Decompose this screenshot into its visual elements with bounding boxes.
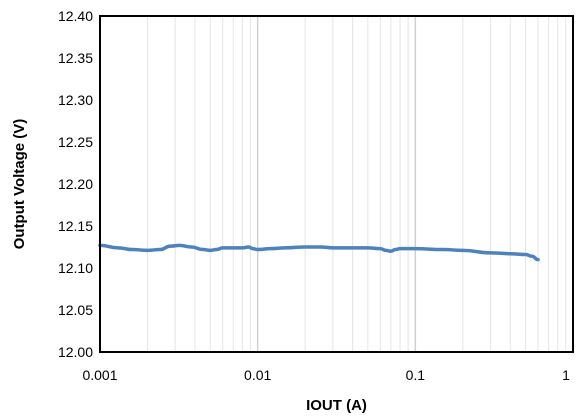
y-axis-title: Output Voltage (V) — [11, 119, 28, 250]
y-tick-label: 12.35 — [58, 50, 93, 66]
x-tick-label: 0.001 — [82, 367, 117, 383]
y-tick-label: 12.20 — [58, 176, 93, 192]
y-tick-label: 12.10 — [58, 260, 93, 276]
y-tick-label: 12.30 — [58, 92, 93, 108]
tick-labels: 12.00 12.05 12.10 12.15 12.20 12.25 12.30 12.35… — [58, 8, 570, 383]
series-layer — [98, 243, 540, 262]
y-tick-label: 12.05 — [58, 302, 93, 318]
plot-frame — [99, 15, 574, 353]
y-tick-label: 12.25 — [58, 134, 93, 150]
y-tick-label: 12.40 — [58, 8, 93, 24]
grid-lines — [99, 16, 574, 352]
y-tick-label: 12.15 — [58, 218, 93, 234]
x-tick-label: 0.1 — [406, 367, 426, 383]
x-axis-title: IOUT (A) — [306, 397, 367, 414]
y-tick-label: 12.00 — [58, 344, 93, 360]
x-tick-label: 0.01 — [244, 367, 271, 383]
x-tick-label: 1 — [562, 367, 570, 383]
series-line-0 — [98, 243, 540, 262]
